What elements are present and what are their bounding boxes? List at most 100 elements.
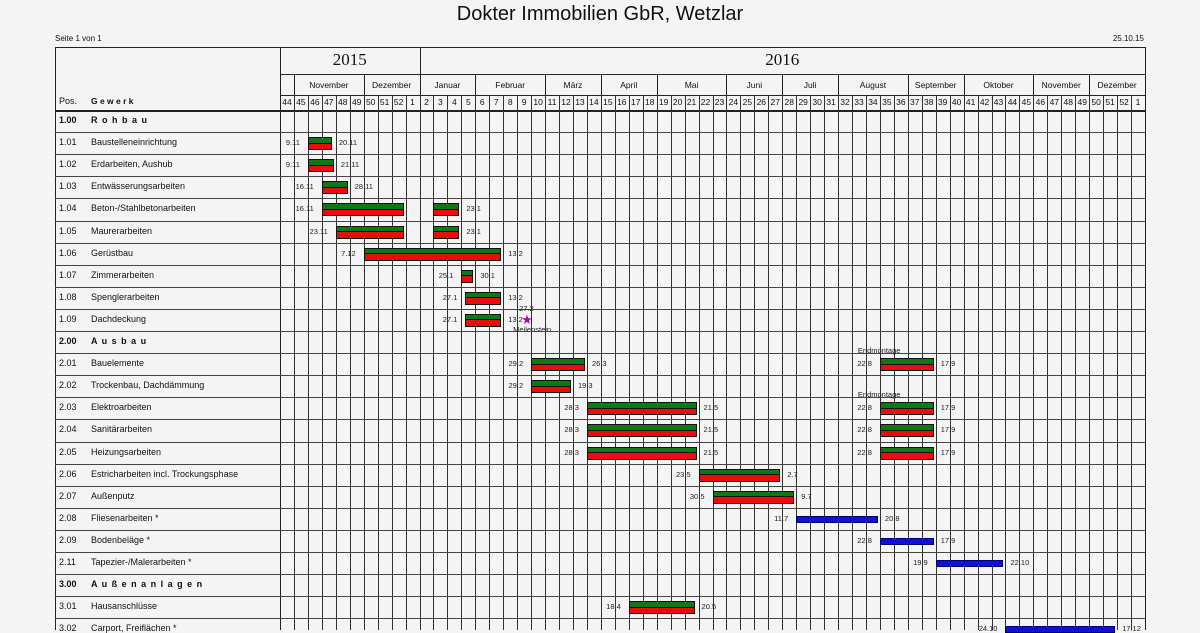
month-label: Dezember (371, 80, 412, 90)
month-divider (1089, 74, 1091, 95)
row-trade-name: Tapezier-/Malerarbeiten * (91, 557, 192, 568)
week-label: 39 (937, 97, 948, 107)
actual-segment (466, 320, 501, 326)
week-label: 31 (826, 97, 836, 107)
group-title: R o h b a u (91, 115, 148, 126)
page-indicator: Seite 1 von 1 (55, 34, 102, 43)
week-gridline (419, 95, 421, 630)
bar-start-label: 29.2 (508, 359, 524, 369)
week-label: 22 (700, 97, 711, 107)
row-divider (55, 574, 1145, 576)
bar-end-label: 17.9 (940, 425, 956, 435)
week-label: 49 (1077, 97, 1087, 107)
week-label: 29 (798, 97, 808, 107)
actual-segment (880, 364, 933, 371)
row-divider (55, 596, 1145, 598)
week-label: 50 (365, 97, 376, 107)
week-gridline (475, 95, 477, 630)
week-gridline (656, 95, 658, 630)
planned-segment (462, 270, 473, 277)
week-label: 6 (479, 97, 485, 107)
bar-start-label: 22.8 (857, 359, 872, 369)
actual-segment (364, 254, 501, 260)
week-gridline (586, 95, 588, 630)
table-border-top (55, 47, 1145, 48)
planned-segment (466, 314, 501, 321)
task-bar (879, 358, 934, 372)
milestone-caption: Meilenstein (513, 324, 552, 334)
week-label: 45 (1021, 97, 1032, 107)
document-title: Dokter Immobilien GbR, Wetzlar (456, 3, 744, 25)
row-trade-name: Heizungsarbeiten (91, 446, 162, 457)
row-trade-name: Bodenbeläge * (91, 534, 151, 545)
month-label: November (309, 80, 349, 90)
month-label: August (859, 80, 887, 90)
bar-end-label: 17.9 (940, 403, 956, 413)
week-label: 43 (993, 97, 1004, 107)
actual-segment (466, 298, 501, 304)
week-label: 47 (1049, 97, 1060, 107)
week-gridline (991, 95, 993, 630)
week-label: 9 (521, 97, 527, 107)
row-divider (55, 552, 1145, 553)
bar-end-label: 13.2 (508, 248, 523, 258)
week-label: 47 (324, 97, 334, 107)
planned-segment (466, 292, 501, 299)
planned-segment (532, 381, 570, 387)
bar-end-label: 13.2 (508, 292, 523, 302)
week-gridline (1131, 95, 1133, 630)
bar-end-label: 20.8 (884, 513, 900, 523)
week-label: 5 (465, 97, 471, 107)
week-label: 35 (882, 97, 892, 107)
bar-start-label: 24.10 (978, 624, 998, 633)
bar-start-label: 19.9 (913, 558, 928, 568)
row-pos: 1.08 (59, 291, 77, 302)
week-gridline (503, 95, 505, 630)
week-label: 16 (617, 97, 627, 107)
month-label: Februar (495, 80, 526, 90)
week-label: 11 (547, 97, 557, 107)
task-bar (879, 446, 934, 460)
bar-start-label: 29.2 (508, 381, 524, 391)
row-pos: 3.02 (59, 623, 77, 633)
bar-end-label: 17.9 (940, 447, 956, 457)
planned-segment (629, 602, 694, 608)
week-gridline (391, 95, 393, 630)
month-divider (838, 74, 840, 95)
week-gridline (600, 95, 602, 630)
month-label: März (563, 80, 583, 90)
month-label: September (914, 80, 957, 90)
week-label: 20 (672, 97, 683, 107)
row-divider (55, 154, 1145, 156)
week-label: 7 (493, 97, 499, 107)
row-pos: 2.08 (59, 512, 77, 523)
week-gridline (698, 95, 700, 630)
bar-start-label: 25.1 (438, 270, 454, 280)
task-bar (433, 225, 460, 239)
task-bar (628, 601, 695, 615)
row-trade-name: Zimmerarbeiten (91, 269, 155, 280)
row-trade-name: Gerüstbau (91, 247, 134, 258)
row-trade-name: Fliesenarbeiten * (91, 512, 159, 523)
print-date: 25.10.15 (1112, 34, 1144, 43)
month-divider (545, 74, 547, 95)
row-pos: 1.05 (59, 225, 77, 236)
week-gridline (1089, 95, 1091, 630)
bar-start-label: 28.3 (564, 425, 579, 435)
group-title: A u ß e n a n l a g e n (91, 579, 204, 590)
bar-end-label: 2.7 (787, 469, 798, 479)
actual-segment (322, 209, 403, 216)
week-label: 2 (424, 97, 429, 107)
planned-segment (532, 359, 584, 365)
bar-start-label: 22.8 (857, 403, 872, 413)
week-gridline (349, 95, 351, 630)
row-pos: 2.06 (59, 468, 77, 479)
task-bar (321, 203, 404, 217)
bar-note: Endmontage (857, 346, 901, 356)
task-bar (307, 137, 332, 151)
week-gridline (684, 95, 686, 630)
week-label: 40 (951, 97, 962, 107)
week-gridline (1047, 95, 1049, 630)
week-label: 28 (784, 97, 794, 107)
bar-start-label: 16.11 (295, 182, 314, 192)
